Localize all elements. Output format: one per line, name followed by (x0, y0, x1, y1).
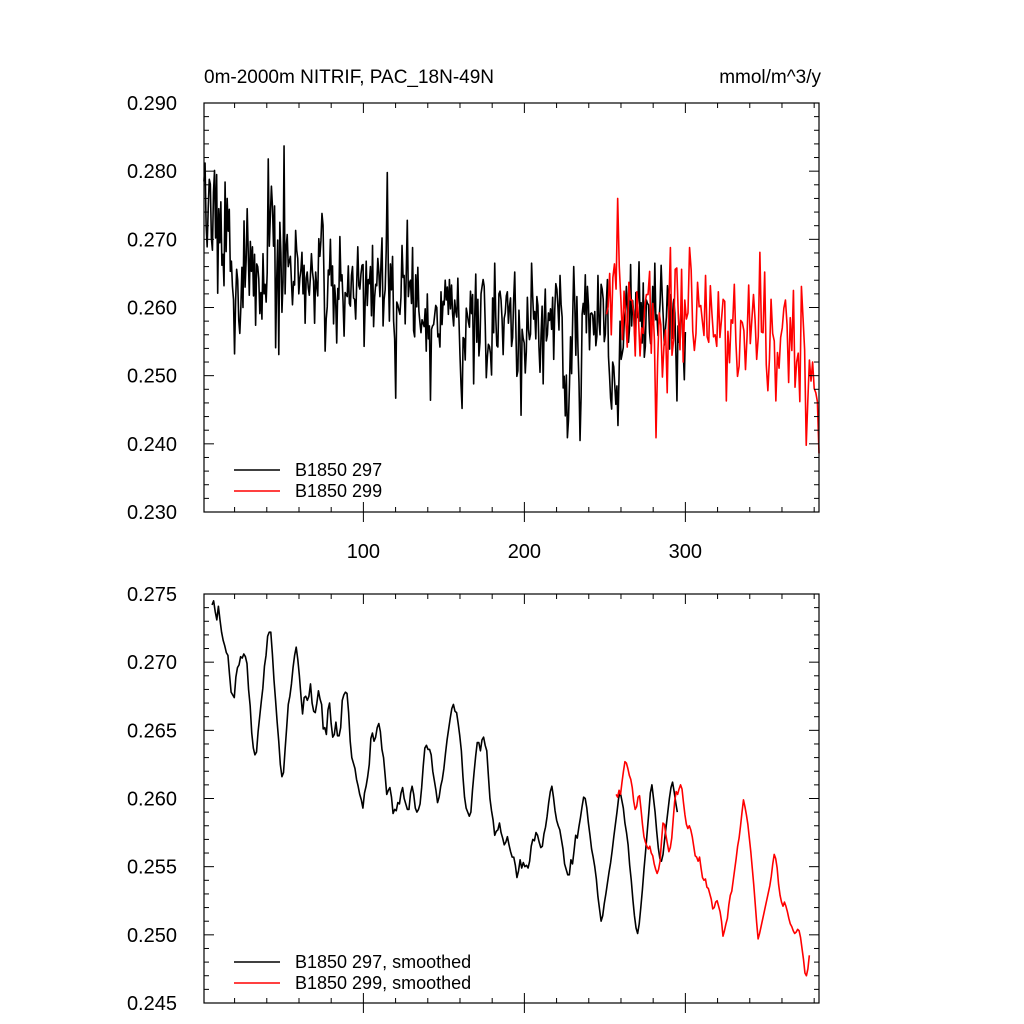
y-tick-label: 0.270 (127, 229, 177, 251)
y-tick-label: 0.265 (127, 720, 177, 742)
plot-frame (203, 593, 820, 1004)
series-line-1-1 (615, 760, 811, 977)
bottom-panel-smoothed-series: 0.245 0.250 0.255 0.260 0.265 0.270 0.275 B1850… (127, 584, 820, 1015)
y-tick-label: 0.245 (127, 993, 177, 1015)
y-tick-label: 0.250 (127, 925, 177, 947)
series-line-0-0 (203, 145, 687, 442)
chart-title: 0m-2000m NITRIF, PAC_18N-49N (204, 67, 494, 88)
y-tick-label: 0.280 (127, 161, 177, 183)
x-tick-label: 100 (347, 541, 380, 563)
y-tick-label: 0.240 (127, 434, 177, 456)
legend-label: B1850 297 (295, 460, 382, 480)
units-label: mmol/m^3/y (719, 67, 821, 88)
y-tick-label: 0.270 (127, 652, 177, 674)
x-tick-label: 200 (508, 541, 541, 563)
y-tick-label: 0.250 (127, 366, 177, 388)
y-tick-label: 0.230 (127, 502, 177, 524)
legend-label: B1850 299 (295, 481, 382, 501)
y-tick-label: 0.260 (127, 298, 177, 320)
series-line-0-1 (605, 197, 820, 454)
x-tick-label: 300 (669, 541, 702, 563)
top-plot-area: 0.230 0.240 0.250 0.260 0.270 0.280 0.290 100 20… (127, 93, 820, 563)
y-tick-label: 0.260 (127, 789, 177, 811)
y-tick-label: 0.255 (127, 857, 177, 879)
series-line-1-0 (211, 600, 679, 935)
legend-label: B1850 299, smoothed (295, 973, 471, 993)
top-panel-raw-series: 0m-2000m NITRIF, PAC_18N-49N mmol/m^3/y … (127, 67, 822, 563)
legend-label: B1850 297, smoothed (295, 952, 471, 972)
y-tick-label: 0.275 (127, 584, 177, 606)
bottom-plot-area: 0.245 0.250 0.255 0.260 0.265 0.270 0.275 B1850… (127, 584, 820, 1015)
y-tick-label: 0.290 (127, 93, 177, 115)
